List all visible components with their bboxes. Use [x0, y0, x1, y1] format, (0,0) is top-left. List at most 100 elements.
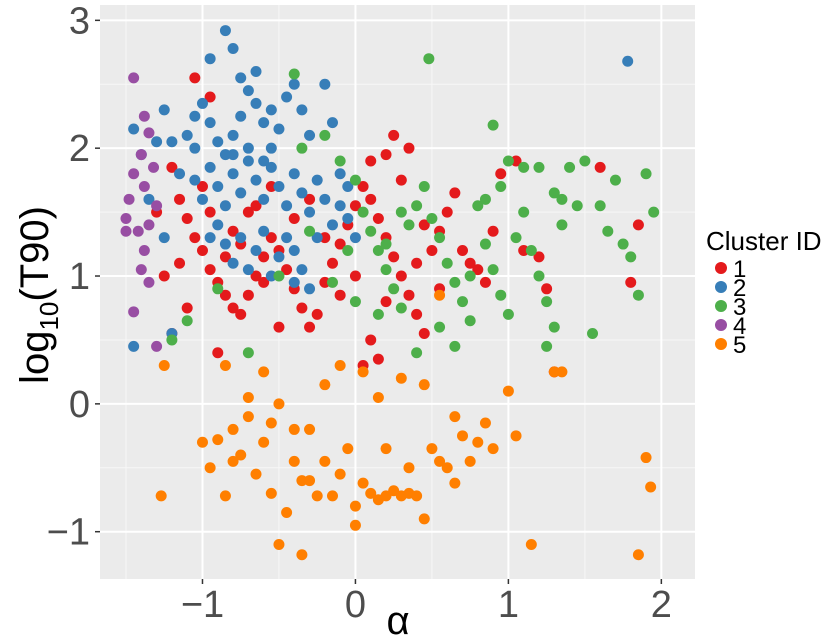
data-point	[273, 181, 285, 193]
data-point	[411, 200, 423, 212]
data-point	[158, 104, 170, 116]
data-point	[250, 97, 262, 109]
data-point	[426, 212, 438, 224]
data-point	[288, 168, 300, 180]
data-point	[518, 161, 530, 173]
data-point	[189, 142, 201, 154]
data-point	[342, 212, 354, 224]
data-point	[426, 244, 438, 256]
data-point	[479, 193, 491, 205]
data-point	[464, 455, 476, 467]
data-point	[296, 104, 308, 116]
data-point	[235, 110, 247, 122]
data-point	[138, 110, 150, 122]
data-point	[645, 481, 657, 493]
data-point	[594, 200, 606, 212]
data-point	[434, 321, 446, 333]
data-point	[235, 187, 247, 199]
data-point	[319, 455, 331, 467]
legend-item-1: 1	[715, 256, 746, 283]
data-point	[495, 168, 507, 180]
data-point	[510, 155, 522, 167]
data-point	[403, 219, 415, 231]
data-point	[158, 270, 170, 282]
data-point	[579, 155, 591, 167]
data-point	[189, 110, 201, 122]
data-point	[342, 244, 354, 256]
data-point	[265, 270, 277, 282]
data-point	[365, 334, 377, 346]
y-axis-title-rest: (T90)	[13, 206, 57, 302]
data-point	[372, 244, 384, 256]
data-point	[472, 436, 484, 448]
legend-key	[715, 319, 727, 331]
data-point	[258, 251, 270, 263]
data-point	[541, 283, 553, 295]
data-point	[235, 308, 247, 320]
y-axis-ticks: −1 0 1 2 3	[47, 0, 100, 554]
data-point	[525, 538, 537, 550]
data-point	[487, 264, 499, 276]
data-point	[296, 549, 308, 561]
data-point	[342, 443, 354, 455]
data-point	[227, 423, 239, 435]
data-point	[525, 244, 537, 256]
legend-key	[715, 300, 727, 312]
data-point	[235, 449, 247, 461]
data-point	[495, 289, 507, 301]
data-point	[265, 487, 277, 499]
data-point	[380, 149, 392, 161]
data-point	[273, 538, 285, 550]
data-point	[357, 181, 369, 193]
series-5	[155, 289, 657, 561]
data-point	[212, 347, 224, 359]
data-point	[128, 168, 140, 180]
data-point	[472, 200, 484, 212]
data-point	[181, 315, 193, 327]
data-point	[311, 308, 323, 320]
data-point	[189, 72, 201, 84]
data-point	[602, 225, 614, 237]
series-3	[166, 53, 660, 359]
data-point	[311, 232, 323, 244]
data-point	[326, 219, 338, 231]
data-point	[365, 193, 377, 205]
data-point	[357, 477, 369, 489]
data-point	[196, 193, 208, 205]
data-point	[349, 174, 361, 186]
legend-key	[715, 262, 727, 274]
data-point	[418, 219, 430, 231]
data-point	[449, 187, 461, 199]
data-point	[219, 238, 231, 250]
data-point	[411, 308, 423, 320]
data-point	[181, 129, 193, 141]
data-point	[372, 212, 384, 224]
data-point	[319, 129, 331, 141]
data-point	[151, 200, 163, 212]
data-point	[357, 206, 369, 218]
data-point	[281, 232, 293, 244]
data-point	[242, 391, 254, 403]
data-point	[609, 174, 621, 186]
data-point	[273, 270, 285, 282]
data-point	[135, 264, 147, 276]
data-point	[304, 129, 316, 141]
data-point	[273, 398, 285, 410]
y-axis-title: log10(T90)	[13, 206, 64, 384]
data-point	[502, 155, 514, 167]
data-point	[487, 119, 499, 131]
data-point	[212, 283, 224, 295]
data-point	[319, 379, 331, 391]
x-tick-label: 0	[345, 584, 366, 626]
data-point	[258, 276, 270, 288]
data-point	[449, 276, 461, 288]
data-point	[258, 366, 270, 378]
y-tick-label: −1	[47, 512, 90, 554]
data-point	[288, 276, 300, 288]
legend-item-4: 4	[715, 313, 746, 340]
data-point	[128, 340, 140, 352]
legend-label: 3	[733, 294, 746, 321]
data-point	[181, 302, 193, 314]
data-point	[395, 302, 407, 314]
